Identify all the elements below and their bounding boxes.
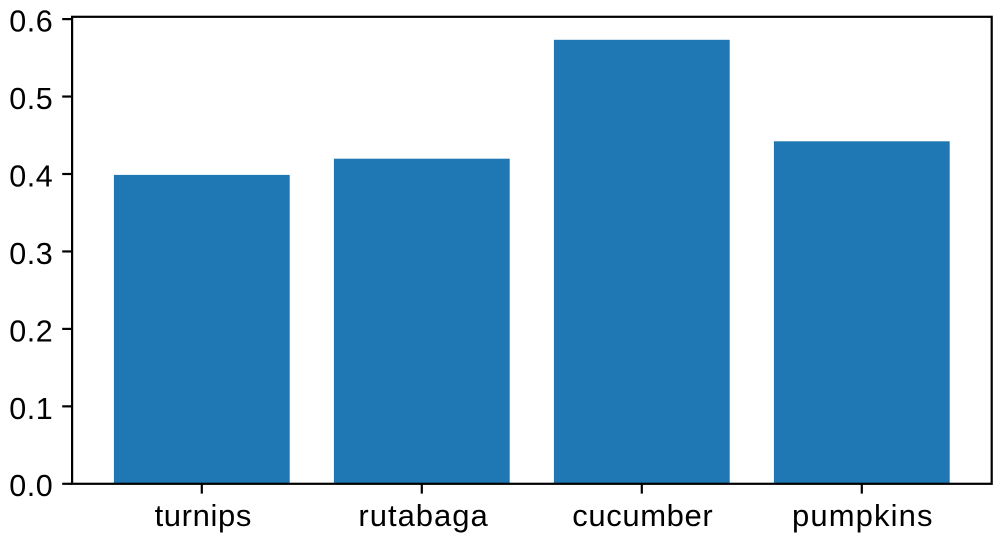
svg-text:0.5: 0.5 (9, 82, 53, 116)
svg-text:0.1: 0.1 (9, 392, 53, 426)
svg-text:0.2: 0.2 (9, 314, 53, 348)
svg-text:0.4: 0.4 (9, 159, 53, 193)
svg-text:rutabaga: rutabaga (358, 498, 488, 533)
svg-text:0.6: 0.6 (9, 5, 53, 39)
svg-text:0.3: 0.3 (9, 237, 53, 271)
svg-text:pumpkins: pumpkins (792, 498, 934, 533)
svg-text:turnips: turnips (155, 498, 252, 533)
svg-text:0.0: 0.0 (9, 469, 53, 503)
svg-text:cucumber: cucumber (572, 498, 713, 533)
